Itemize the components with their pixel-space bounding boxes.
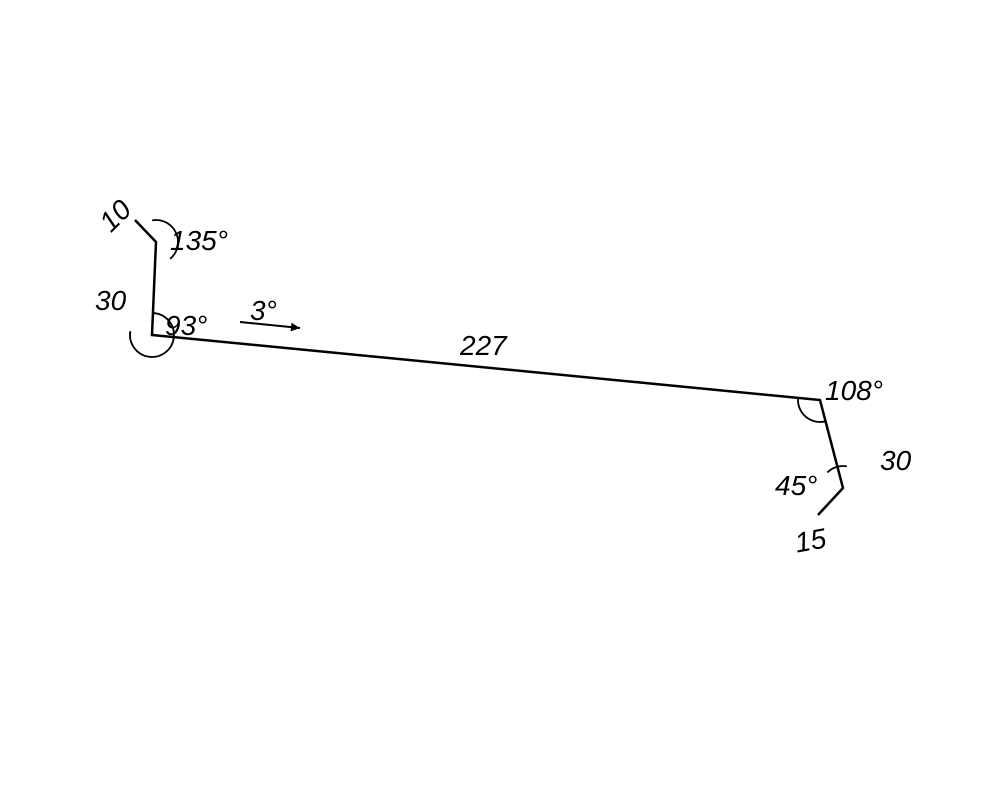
angle-label-3: 108° — [825, 375, 883, 407]
angle-label-1: 93° — [165, 310, 207, 342]
angle-label-2: 3° — [250, 295, 277, 327]
angle-label-0: 135° — [170, 225, 228, 257]
dimension-label-3: 30 — [880, 445, 911, 477]
angle-label-4: 45° — [775, 470, 817, 502]
dimension-label-2: 227 — [460, 330, 507, 362]
dimension-label-4: 15 — [792, 523, 828, 560]
dimension-label-1: 30 — [95, 285, 126, 317]
